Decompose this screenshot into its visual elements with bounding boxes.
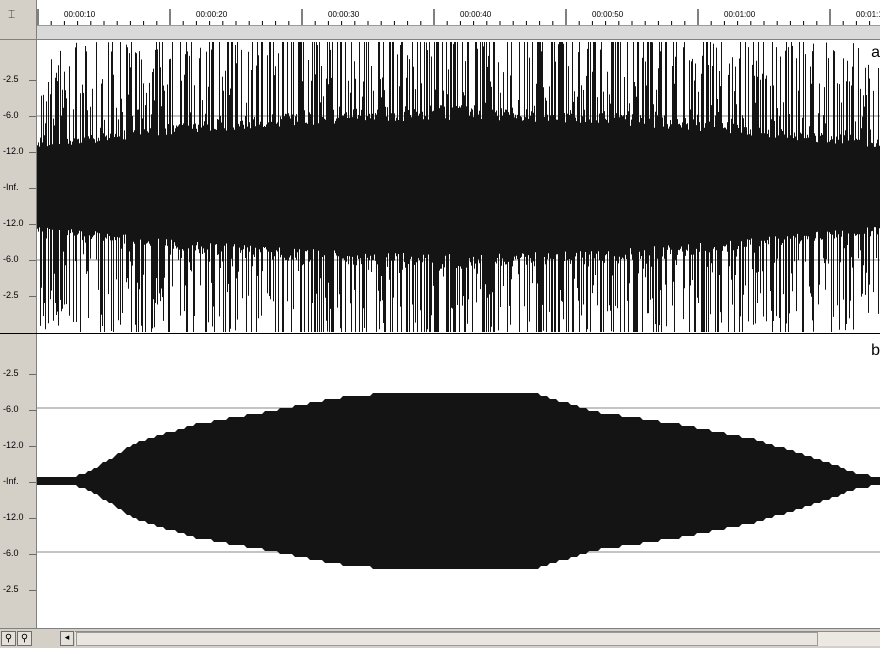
db-scale-tick (29, 80, 36, 81)
db-scale-tick (29, 446, 36, 447)
db-scale-label: -6.0 (3, 110, 19, 120)
timeline-strip (37, 25, 880, 39)
waveform-track-a[interactable]: a (37, 40, 880, 333)
ruler-ticks (37, 9, 871, 25)
db-scale-tick (29, 296, 36, 297)
waveform-a (37, 42, 880, 332)
scroll-left-arrow-icon: ◂ (64, 633, 70, 643)
timeline-tick-label: 00:00:30 (328, 10, 360, 19)
scroll-left-button[interactable]: ◂ (60, 631, 74, 646)
zoom-in-button[interactable]: ⚲ (1, 631, 16, 646)
track-divider (0, 333, 880, 334)
db-scale-label: -Inf. (3, 476, 19, 486)
db-scale-tick (29, 590, 36, 591)
scrollbar-thumb[interactable] (76, 632, 818, 646)
db-scale-gutter: -2.5 -6.0 -12.0 -Inf. -12.0 -6.0 -2.5 -2… (0, 40, 37, 628)
db-scale-label: -2.5 (3, 584, 19, 594)
db-scale-label: -12.0 (3, 440, 24, 450)
db-scale-label: -6.0 (3, 254, 19, 264)
waveform-b (37, 393, 880, 569)
ruler-corner[interactable]: ⌶ (0, 0, 37, 40)
db-scale-tick (29, 188, 36, 189)
timeline-ruler[interactable]: 00:00:10 00:00:20 00:00:30 00:00:40 00:0… (37, 0, 880, 40)
track-label-b: b (871, 342, 880, 359)
db-scale-label: -12.0 (3, 146, 24, 156)
waveform-track-b[interactable]: b (37, 334, 880, 628)
db-scale-label: -12.0 (3, 218, 24, 228)
db-scale-label: -Inf. (3, 182, 19, 192)
timeline-tick-label: 00:01:00 (724, 10, 756, 19)
db-scale-tick (29, 554, 36, 555)
db-scale-tick (29, 374, 36, 375)
zoom-out-icon: ⚲ (20, 633, 29, 644)
db-scale-tick (29, 260, 36, 261)
timeline-tick-label: 00:00:20 (196, 10, 228, 19)
db-scale-label: -6.0 (3, 548, 19, 558)
db-scale-tick (29, 410, 36, 411)
db-scale-label: -12.0 (3, 512, 24, 522)
timeline-tick-label: 00:01:10 (856, 10, 880, 19)
zoom-out-button[interactable]: ⚲ (17, 631, 32, 646)
selection-cursor-icon: ⌶ (8, 7, 16, 21)
db-scale-tick (29, 482, 36, 483)
db-scale-tick (29, 116, 36, 117)
timeline-tick-label: 00:00:40 (460, 10, 492, 19)
db-scale-tick (29, 152, 36, 153)
timeline-tick-label: 00:00:10 (64, 10, 96, 19)
db-scale-label: -2.5 (3, 368, 19, 378)
db-scale-label: -2.5 (3, 74, 19, 84)
scroll-bar-area: ⚲ ⚲ ◂ (0, 628, 880, 648)
db-scale-label: -6.0 (3, 404, 19, 414)
db-scale-tick (29, 518, 36, 519)
timeline-tick-label: 00:00:50 (592, 10, 624, 19)
track-label-a: a (871, 44, 880, 61)
zoom-in-icon: ⚲ (4, 633, 13, 644)
db-scale-label: -2.5 (3, 290, 19, 300)
db-scale-tick (29, 224, 36, 225)
